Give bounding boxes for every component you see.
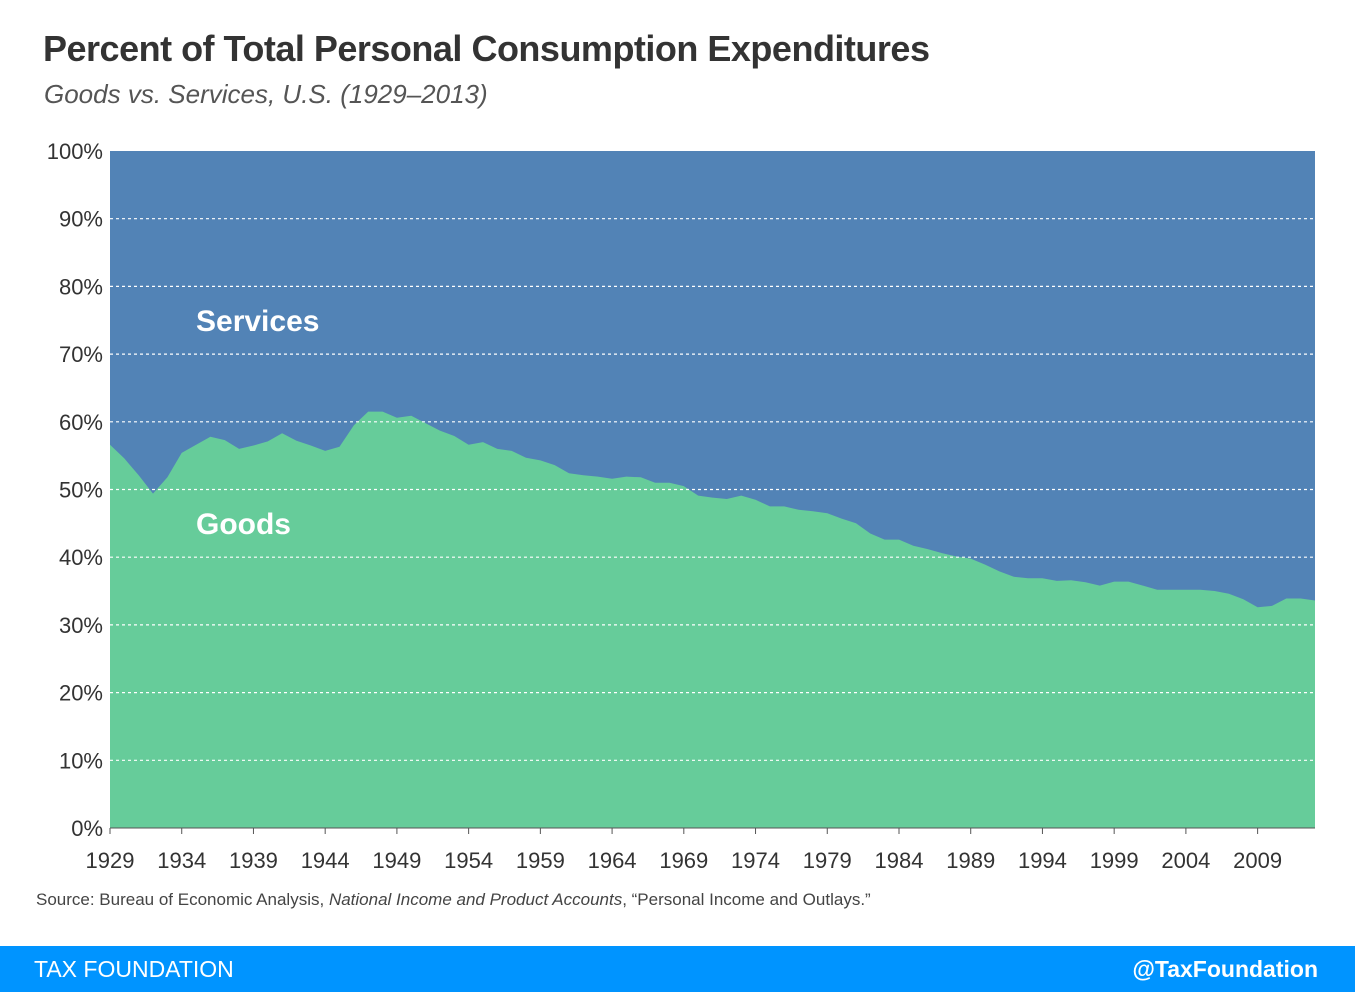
x-tick-label: 2009	[1233, 848, 1282, 873]
y-axis: 0% 10% 20% 30% 40% 50% 60% 70% 80% 90% 100%	[47, 139, 103, 841]
x-tick-label: 1949	[372, 848, 421, 873]
y-tick-label: 100%	[47, 139, 103, 164]
x-tick-label: 1929	[86, 848, 135, 873]
x-tick-label: 1994	[1018, 848, 1067, 873]
y-tick-label: 20%	[59, 681, 103, 706]
x-tick-label: 1939	[229, 848, 278, 873]
footer-handle[interactable]: @TaxFoundation	[1132, 956, 1318, 982]
footer-bar: TAX FOUNDATION @TaxFoundation	[0, 946, 1355, 992]
y-tick-label: 50%	[59, 478, 103, 503]
x-tick-label: 1999	[1090, 848, 1139, 873]
chart-title: Percent of Total Personal Consumption Ex…	[43, 28, 930, 69]
x-axis: 1929 1934 1939 1944 1949 1954 1959 1964 1969 1974…	[86, 827, 1315, 873]
x-tick-label: 1989	[946, 848, 995, 873]
y-tick-label: 90%	[59, 207, 103, 232]
x-tick-label: 1934	[157, 848, 206, 873]
y-tick-label: 30%	[59, 613, 103, 638]
x-tick-label: 2004	[1161, 848, 1210, 873]
footer-brand: TAX FOUNDATION	[34, 956, 234, 982]
x-tick-label: 1954	[444, 848, 493, 873]
source-prefix: Source: Bureau of Economic Analysis,	[36, 890, 329, 909]
y-tick-label: 80%	[59, 274, 103, 299]
y-tick-label: 40%	[59, 545, 103, 570]
source-suffix: , “Personal Income and Outlays.”	[622, 890, 871, 909]
area-chart: 0%10%20%30%40%50%60%70%80%90%100% 1929 19…	[47, 139, 1315, 873]
x-tick-label: 1974	[731, 848, 780, 873]
y-tick-label: 60%	[59, 410, 103, 435]
x-tick-label: 1984	[875, 848, 924, 873]
x-tick-label: 1979	[803, 848, 852, 873]
y-tick-label: 70%	[59, 342, 103, 367]
x-tick-label: 1944	[301, 848, 350, 873]
x-tick-label: 1959	[516, 848, 565, 873]
services-label: Services	[196, 305, 319, 338]
source-note: Source: Bureau of Economic Analysis, Nat…	[36, 890, 871, 910]
goods-area	[110, 411, 1315, 828]
gridlines	[110, 218, 1315, 761]
y-tick-label: 10%	[59, 748, 103, 773]
x-tick-label: 1969	[659, 848, 708, 873]
goods-label: Goods	[196, 508, 291, 541]
source-italic: National Income and Product Accounts	[328, 890, 623, 909]
y-tick-label: 0%	[71, 816, 103, 841]
chart-subtitle: Goods vs. Services, U.S. (1929–2013)	[44, 79, 488, 109]
x-tick-label: 1964	[588, 848, 637, 873]
